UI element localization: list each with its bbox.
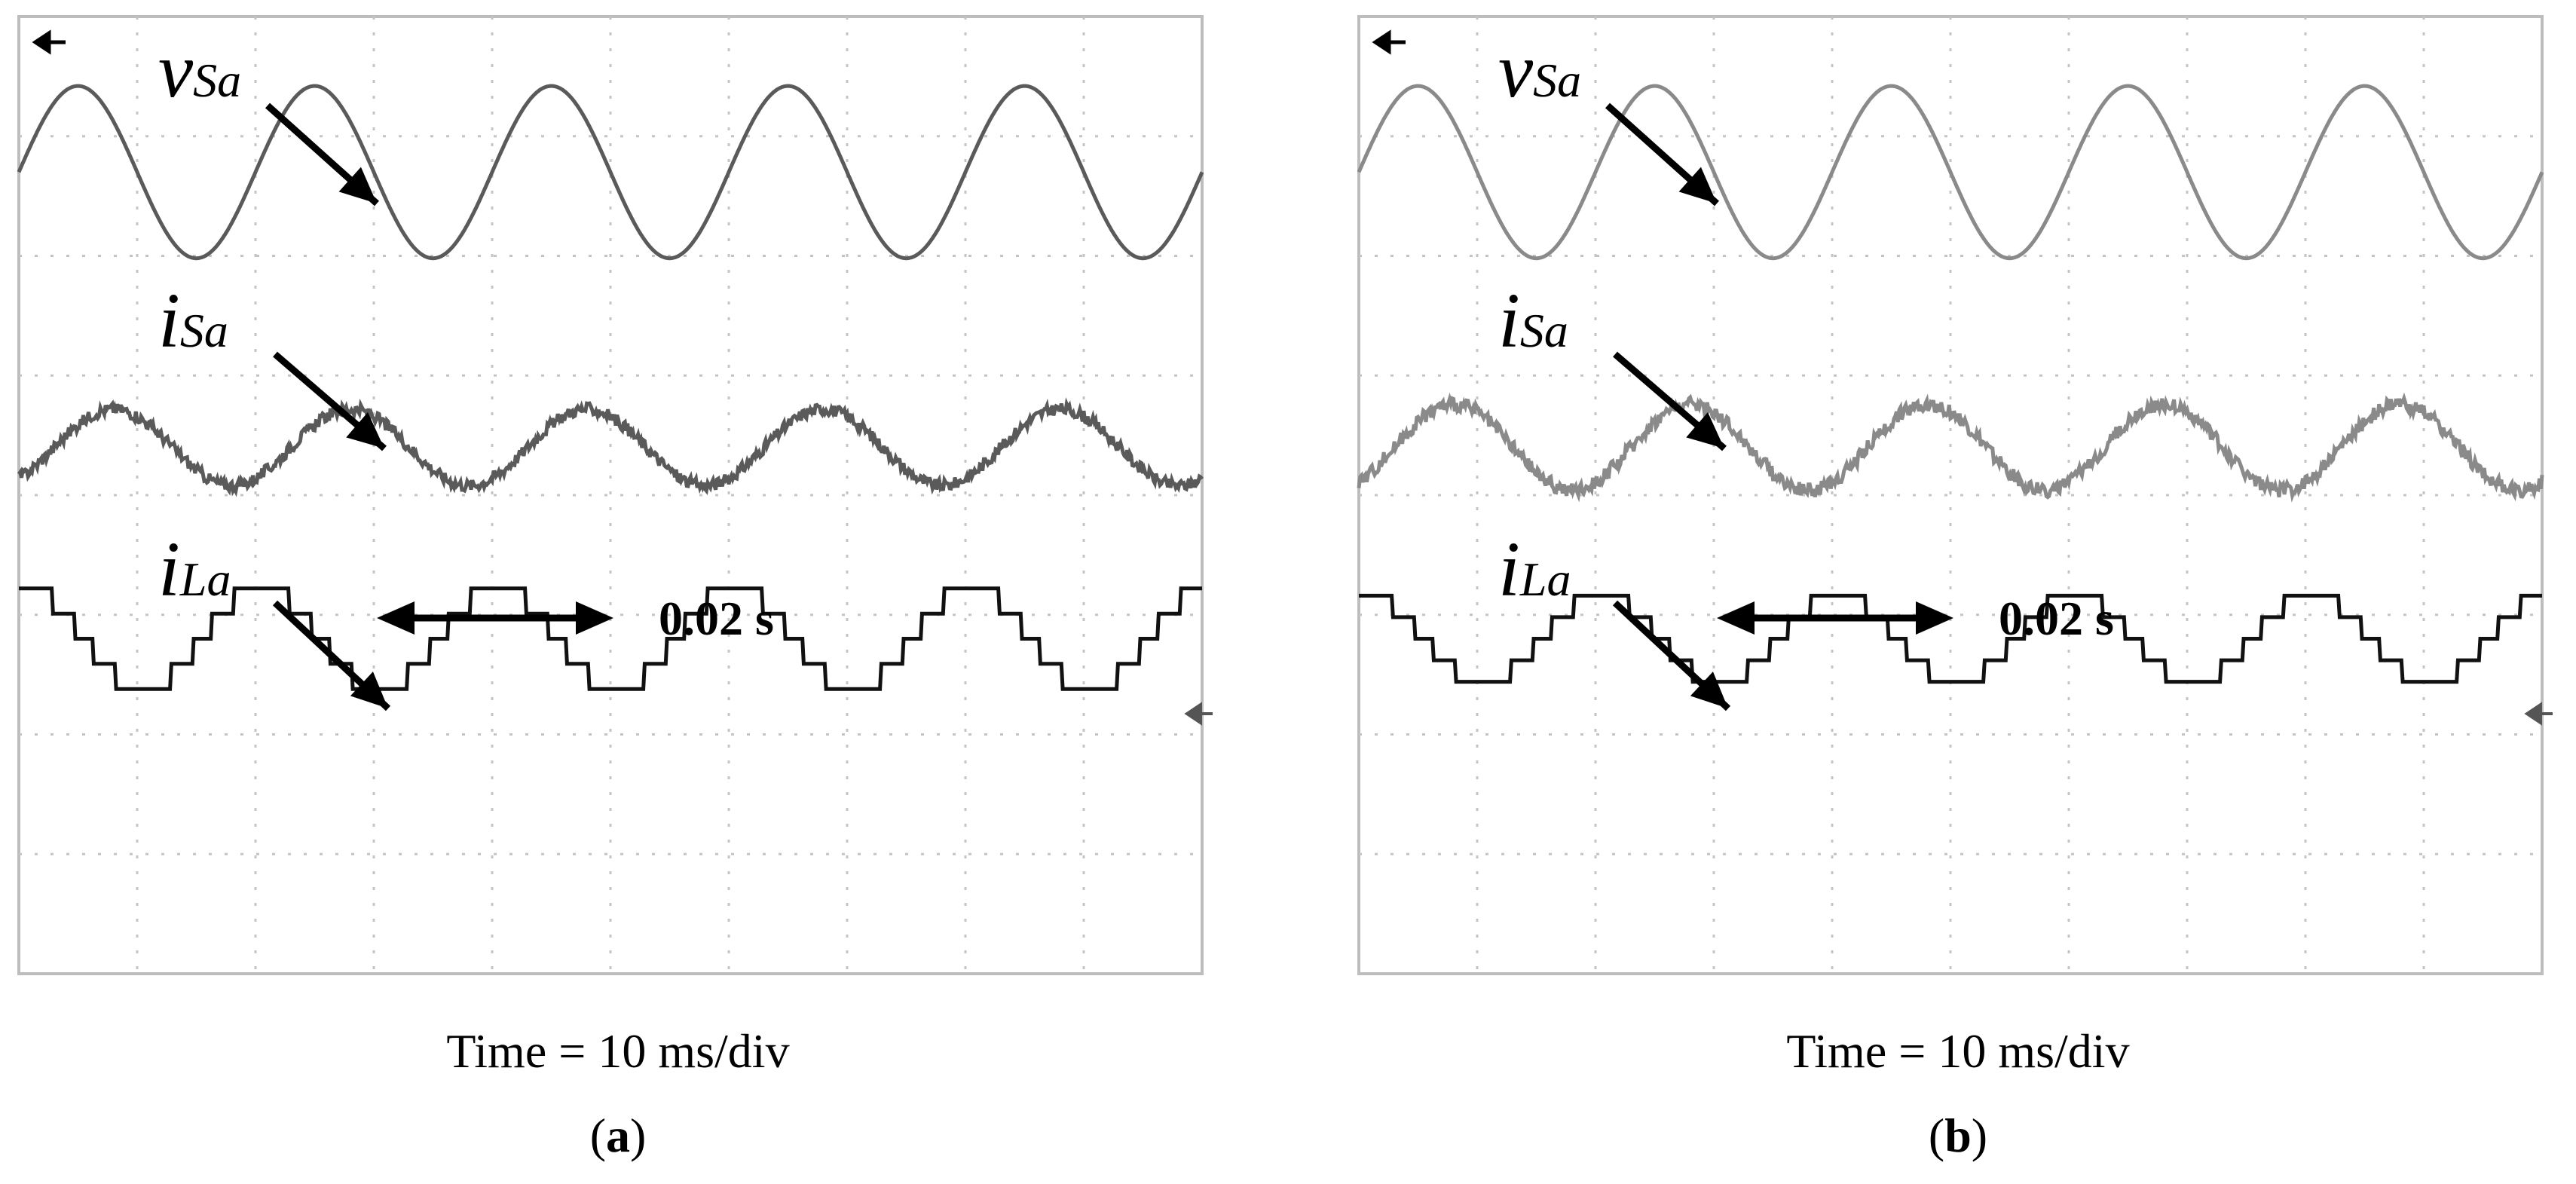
arrowhead-vSa (338, 167, 377, 203)
arrowhead-vSa (1678, 167, 1717, 203)
period-label: 0.02 s (1999, 592, 2114, 645)
period-arrowhead-left (377, 601, 415, 635)
period-arrowhead-left (1717, 601, 1755, 635)
panel-letter-a: a (606, 1109, 630, 1162)
arrowhead-iSa (346, 411, 384, 448)
label-iLa: iLa (1498, 526, 1571, 613)
ground-marker (1184, 702, 1213, 726)
oscilloscope-b: vSa iSa iLa 0.02 s (1357, 15, 2553, 975)
trigger-marker (1372, 29, 1406, 55)
label-iSa: iSa (1498, 277, 1568, 364)
trace-vSa (1357, 84, 2544, 261)
scope-panel-b: vSa iSa iLa 0.02 s Time = 10 ms/div (b) (1340, 0, 2576, 1184)
arrowhead-iLa (350, 672, 388, 708)
period-label: 0.02 s (659, 592, 774, 645)
scope-panel-a: vSa iSa iLa 0.02 s Time = 10 ms/div (a) (0, 0, 1236, 1184)
panel-letter-b: b (1944, 1109, 1972, 1162)
label-iLa: iLa (158, 526, 231, 613)
label-vSa: vSa (158, 27, 241, 114)
trace-iSa (17, 396, 1204, 497)
trace-iSa (1357, 392, 2544, 503)
timebase-label-b: Time = 10 ms/div (1786, 1024, 2130, 1078)
label-iSa: iSa (158, 277, 228, 364)
trigger-marker (32, 29, 66, 55)
period-arrowhead-right (1916, 601, 1953, 635)
trace-iLa (19, 586, 1202, 691)
period-arrowhead-right (576, 601, 613, 635)
label-vSa: vSa (1498, 27, 1581, 114)
arrowhead-iLa (1690, 672, 1728, 708)
trace-vSa (17, 84, 1204, 261)
arrowhead-iSa (1686, 411, 1724, 448)
panel-label-b: (b) (1928, 1109, 1988, 1162)
panel-label-a: (a) (589, 1109, 647, 1162)
oscilloscope-a: vSa iSa iLa 0.02 s (17, 15, 1213, 975)
timebase-label-a: Time = 10 ms/div (446, 1024, 790, 1078)
trace-iLa (1359, 593, 2542, 684)
ground-marker (2524, 702, 2553, 726)
